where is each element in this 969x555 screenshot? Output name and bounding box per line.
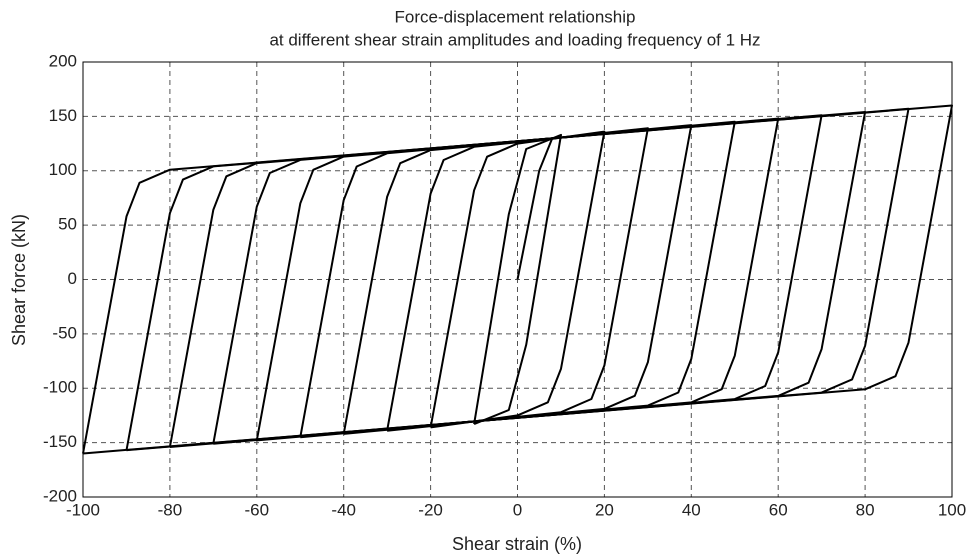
y-tick-label: 150 [49,106,77,125]
chart-subtitle: at different shear strain amplitudes and… [269,30,760,49]
loop-line [429,130,606,429]
x-axis-label: Shear strain (%) [452,534,582,554]
x-tick-label: -80 [158,500,183,519]
x-tick-label: -100 [66,500,100,519]
y-tick-label: 50 [58,215,77,234]
x-tick-label: 40 [682,500,701,519]
y-tick-label: -50 [52,323,77,342]
x-tick-label: 80 [856,500,875,519]
y-tick-label: -100 [43,378,77,397]
x-tick-label: 60 [769,500,788,519]
x-tick-label: -20 [418,500,443,519]
chart-title: Force-displacement relationship [395,7,636,26]
loop-line [473,133,562,426]
y-tick-label: -150 [43,432,77,451]
plot-frame [82,61,953,498]
x-tick-label: 20 [595,500,614,519]
y-tick-label: 0 [68,269,77,288]
x-tick-label: -60 [245,500,270,519]
x-tick-label: 0 [513,500,522,519]
y-axis-label: Shear force (kN) [9,214,29,346]
x-tick-label: 100 [938,500,966,519]
y-tick-label: -200 [43,486,77,505]
y-tick-label: 100 [49,160,77,179]
loop-line [82,104,953,455]
y-tick-label: 200 [49,51,77,70]
x-tick-label: -40 [331,500,356,519]
loop-line [516,137,554,280]
